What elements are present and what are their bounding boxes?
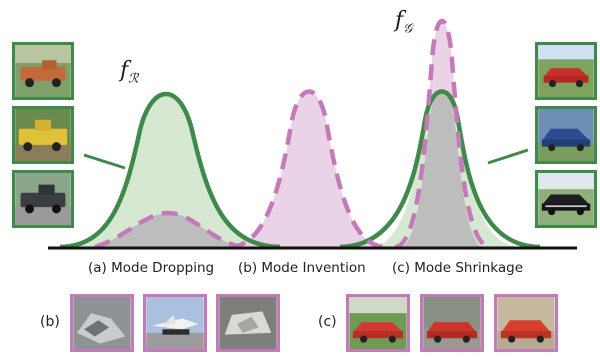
connector-left xyxy=(83,153,126,170)
thumb-wrecked-object xyxy=(70,294,134,352)
gen-density-curve-a xyxy=(94,210,241,250)
gen-density-fill-b xyxy=(230,91,385,247)
thumb-space-shuttle xyxy=(143,294,207,352)
thumb-red-sports-car xyxy=(494,294,558,352)
label-f-generated: f𝒢 xyxy=(395,8,413,37)
overlap-fill-a xyxy=(95,213,240,247)
thumb-red-muscle-car xyxy=(346,294,410,352)
caption-mode-dropping: (a) Mode Dropping xyxy=(88,260,215,276)
connector-right xyxy=(487,148,529,165)
caption-mode-shrinkage: (c) Mode Shrinkage xyxy=(392,260,524,276)
overlap-fill-c xyxy=(402,92,482,247)
thumb-black-classic-car xyxy=(535,170,597,228)
thumb-blue-classic-car xyxy=(535,106,597,164)
thumb-dark-pickup-truck xyxy=(12,170,74,228)
gen-density-curve-c xyxy=(394,19,491,250)
thumb-orange-pickup-truck xyxy=(12,42,74,100)
real-density-curve-a xyxy=(59,91,281,250)
row-label-c: (c) xyxy=(318,314,337,330)
thumb-yellow-pickup-truck xyxy=(12,106,74,164)
thumb-damaged-vehicle xyxy=(216,294,280,352)
row-label-b: (b) xyxy=(40,314,60,330)
label-f-real: fℛ xyxy=(120,58,139,87)
thumb-red-convertible-car xyxy=(535,42,597,100)
real-density-fill-a xyxy=(60,94,280,247)
caption-mode-invention: (b) Mode Invention xyxy=(238,260,366,276)
thumb-red-convertible-car-2 xyxy=(420,294,484,352)
gen-density-curve-b xyxy=(229,89,386,250)
real-density-curve-c xyxy=(339,89,541,250)
